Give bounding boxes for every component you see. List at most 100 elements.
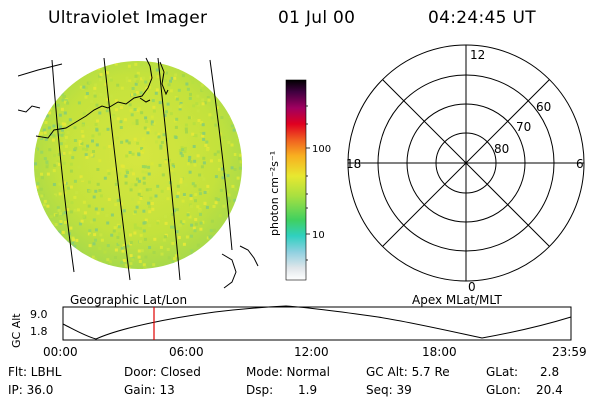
time-tick-0600: 06:00 <box>169 345 204 359</box>
image-pixel <box>234 112 238 116</box>
image-pixel <box>164 221 168 225</box>
image-pixel <box>172 207 176 211</box>
image-pixel <box>181 266 185 269</box>
image-pixel <box>92 91 96 95</box>
image-pixel <box>69 169 73 173</box>
image-pixel <box>47 239 51 243</box>
image-pixel <box>91 134 95 138</box>
image-pixel <box>169 112 173 116</box>
image-pixel <box>99 93 103 97</box>
image-pixel <box>201 134 205 138</box>
image-pixel <box>99 78 103 82</box>
image-pixel <box>63 100 67 104</box>
image-pixel <box>148 224 152 228</box>
image-pixel <box>56 93 60 97</box>
image-pixel <box>202 177 206 181</box>
image-pixel <box>179 177 183 181</box>
image-pixel <box>234 109 238 113</box>
image-pixel <box>84 256 88 260</box>
image-pixel <box>62 161 66 165</box>
image-pixel <box>60 133 64 137</box>
image-pixel <box>231 61 235 65</box>
image-pixel <box>166 102 170 106</box>
image-pixel <box>230 109 234 113</box>
image-pixel <box>142 209 146 213</box>
image-pixel <box>114 99 118 103</box>
image-pixel <box>118 172 122 176</box>
mlt-label-18: 18 <box>346 157 361 171</box>
image-pixel <box>221 91 225 95</box>
image-pixel <box>125 76 129 80</box>
image-pixel <box>232 128 236 132</box>
image-pixel <box>235 246 239 250</box>
image-pixel <box>224 85 228 89</box>
image-pixel <box>59 85 63 89</box>
image-pixel <box>232 248 236 252</box>
longitude-grid-lines <box>51 57 233 281</box>
image-pixel <box>203 191 207 194</box>
image-pixel <box>55 252 59 256</box>
image-pixel <box>178 149 182 152</box>
image-pixel <box>44 256 48 260</box>
image-pixel <box>85 125 89 129</box>
image-pixel <box>189 92 192 96</box>
image-pixel <box>57 208 61 212</box>
image-pixel <box>196 154 200 158</box>
image-pixel <box>236 78 240 82</box>
image-pixel <box>178 105 182 109</box>
image-pixel <box>120 86 124 90</box>
image-pixel <box>106 258 110 262</box>
image-pixel <box>164 160 168 164</box>
image-pixel <box>144 218 148 222</box>
image-pixel <box>139 268 143 269</box>
image-pixel <box>204 220 208 224</box>
image-pixel <box>152 121 156 125</box>
image-pixel <box>188 155 192 159</box>
image-pixel <box>230 227 234 231</box>
image-pixel <box>206 96 210 100</box>
image-pixel <box>160 140 164 144</box>
mlt-label-6: 6 <box>576 157 584 171</box>
image-pixel <box>148 205 151 209</box>
image-pixel <box>36 182 40 186</box>
image-pixel <box>93 61 96 64</box>
image-pixel <box>95 128 99 132</box>
image-pixel <box>71 61 75 65</box>
image-pixel <box>113 256 117 259</box>
image-pixel <box>233 242 237 246</box>
image-pixel <box>57 153 61 156</box>
image-pixel <box>185 82 189 86</box>
image-pixel <box>97 67 101 71</box>
image-pixel <box>148 210 152 214</box>
image-pixel <box>189 160 193 164</box>
image-pixel <box>52 134 56 138</box>
image-pixel <box>138 189 142 193</box>
image-pixel <box>194 193 198 197</box>
image-pixel <box>43 199 47 203</box>
image-pixel <box>159 245 163 249</box>
image-pixel <box>80 177 84 181</box>
image-pixel <box>136 108 140 112</box>
image-pixel <box>240 67 242 71</box>
image-pixel <box>144 255 148 259</box>
image-pixel <box>217 167 221 171</box>
image-pixel <box>66 101 70 105</box>
image-pixel <box>56 103 60 107</box>
image-pixel <box>150 122 154 126</box>
image-pixel <box>233 227 237 231</box>
image-pixel <box>35 218 39 222</box>
image-pixel <box>41 176 44 180</box>
image-pixel <box>113 226 117 230</box>
image-pixel <box>175 117 179 121</box>
image-pixel <box>175 195 179 199</box>
image-pixel <box>235 214 239 218</box>
mlt-line-diag-2 <box>382 79 550 247</box>
image-pixel <box>98 246 102 250</box>
image-pixel <box>144 170 148 174</box>
image-pixel <box>239 160 242 164</box>
image-pixel <box>190 223 194 227</box>
image-pixel <box>161 78 165 82</box>
image-pixel <box>135 122 139 126</box>
image-pixel <box>206 236 210 240</box>
image-pixel <box>205 205 209 209</box>
